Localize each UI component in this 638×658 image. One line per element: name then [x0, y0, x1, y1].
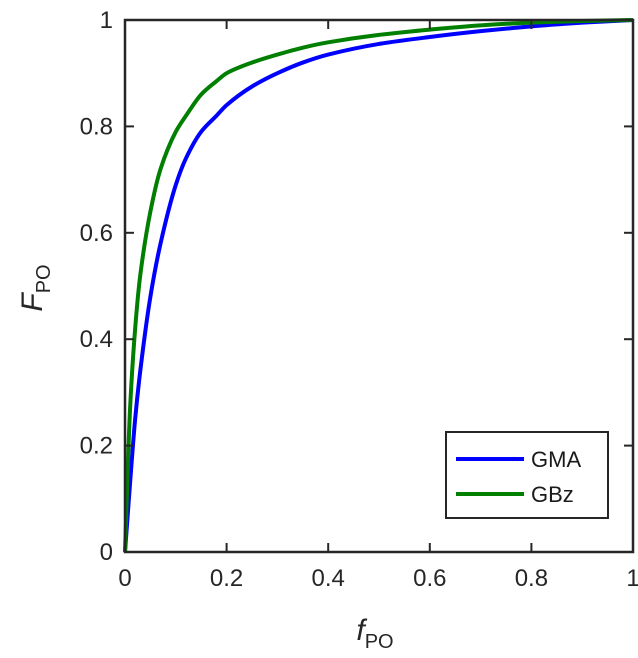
y-tick-label: 1 — [100, 7, 113, 34]
y-tick-label: 0.2 — [80, 433, 113, 460]
x-tick-label: 1 — [626, 565, 638, 592]
y-tick-label: 0.8 — [80, 113, 113, 140]
legend-label-gma: GMA — [531, 447, 581, 472]
tick-layer: 0 0.2 0.4 0.6 0.8 1 0 0.2 0.4 0.6 0.8 1 — [80, 7, 638, 592]
y-tick-label: 0 — [100, 539, 113, 566]
legend: GMA GBz — [445, 431, 609, 519]
series-layer — [123, 18, 634, 553]
x-tick-label: 0.8 — [515, 565, 548, 592]
axes-box — [123, 18, 635, 554]
legend-label-gbz: GBz — [531, 482, 574, 507]
y-tick-label: 0.4 — [80, 326, 113, 353]
x-tick-label: 0.4 — [312, 565, 345, 592]
series-line-gma — [123, 18, 634, 553]
axes-box-layer — [123, 18, 635, 554]
x-axis-label-sub: PO — [365, 631, 394, 653]
y-axis-label-sub: PO — [33, 264, 55, 293]
y-axis-label: FPO — [16, 264, 55, 311]
x-tick-label: 0.2 — [210, 565, 243, 592]
series-line-gbz — [123, 18, 634, 553]
y-axis-label-main: F — [16, 292, 49, 312]
x-axis-label-main: f — [356, 614, 367, 647]
x-tick-label: 0 — [118, 565, 131, 592]
x-tick-label: 0.6 — [413, 565, 446, 592]
legend-box — [445, 431, 609, 519]
x-axis-label: fPO — [356, 614, 393, 653]
y-tick-label: 0.6 — [80, 220, 113, 247]
